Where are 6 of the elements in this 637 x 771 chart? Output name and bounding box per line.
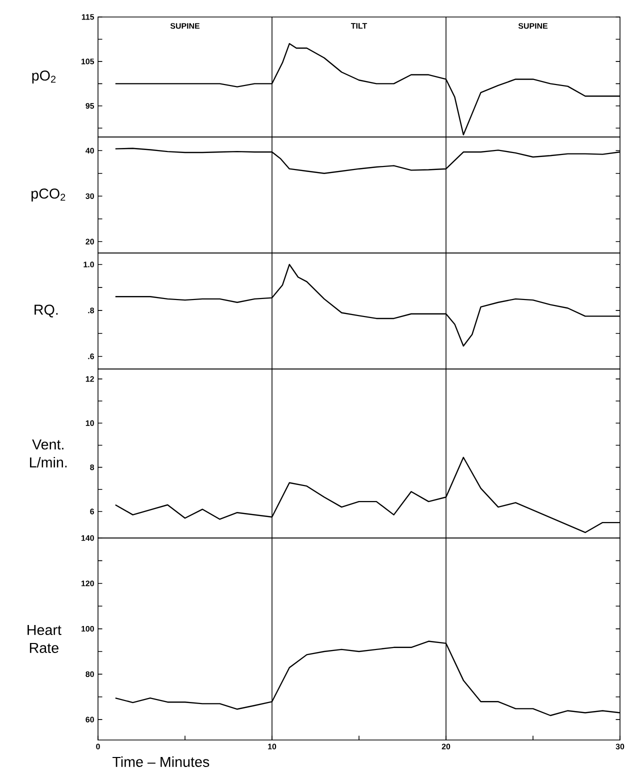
x-axis-title: Time – Minutes xyxy=(112,756,210,767)
y-axis-title: pCO$_{2}$ xyxy=(32,188,66,202)
y-axis-title: Vent. L/min. xyxy=(30,440,67,468)
y-axis-title: RQ. xyxy=(34,304,58,318)
y-axis-title: pO$_{2}$ xyxy=(32,70,56,84)
y-axis-title: Heart Rate xyxy=(28,625,62,653)
